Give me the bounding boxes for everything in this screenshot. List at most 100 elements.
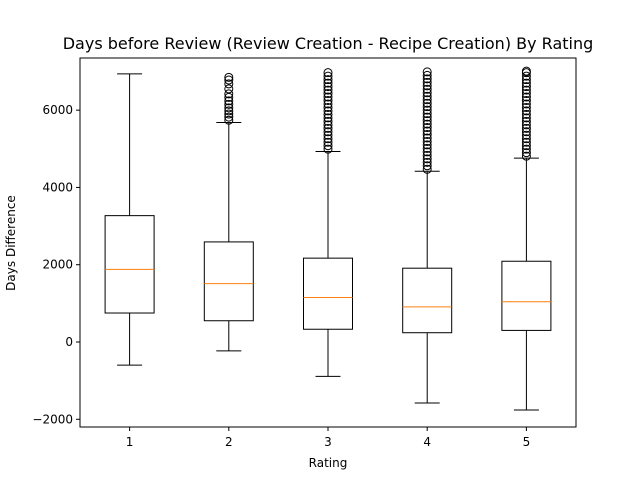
outlier-point [521, 130, 531, 140]
y-tick-label: 6000 [42, 103, 73, 117]
x-tick-label: 2 [225, 435, 233, 449]
outlier-point [323, 141, 333, 151]
outlier-point [224, 109, 234, 119]
outlier-point [422, 109, 432, 119]
outlier-point [422, 157, 432, 167]
outlier-point [224, 96, 234, 106]
outlier-point [422, 74, 432, 84]
x-tick-label: 1 [126, 435, 134, 449]
outlier-point [323, 78, 333, 88]
outlier-point [422, 112, 432, 122]
outlier-point [521, 116, 531, 126]
outlier-point [422, 84, 432, 94]
outlier-point [323, 71, 333, 81]
outlier-point [323, 144, 333, 154]
x-tick-label: 4 [423, 435, 431, 449]
outlier-point [224, 115, 234, 125]
outlier-point [323, 130, 333, 140]
box-iqr [501, 260, 552, 331]
outlier-point [521, 89, 531, 99]
outlier-point [422, 67, 432, 77]
x-tick-label: 3 [324, 435, 332, 449]
outlier-point [422, 91, 432, 101]
outlier-point [323, 92, 333, 102]
outlier-point [323, 116, 333, 126]
outlier-point [422, 150, 432, 160]
outlier-point [323, 123, 333, 133]
y-axis-label: Days Difference [4, 195, 18, 291]
outlier-point [422, 102, 432, 112]
outlier-point [422, 130, 432, 140]
outlier-point [521, 141, 531, 151]
y-tick-label: 4000 [42, 180, 73, 194]
outlier-point [422, 143, 432, 153]
outlier-point [323, 96, 333, 106]
outlier-point [224, 99, 234, 109]
outlier-point [422, 88, 432, 98]
outlier-point [422, 105, 432, 115]
outlier-point [224, 84, 234, 94]
outlier-point [422, 164, 432, 174]
outlier-point [224, 103, 234, 113]
outlier-point [422, 133, 432, 143]
outlier-point [224, 89, 234, 99]
outlier-point [323, 102, 333, 112]
outlier-point [521, 137, 531, 147]
outlier-point [422, 126, 432, 136]
y-tick-label: −2000 [32, 412, 73, 426]
outlier-point [323, 106, 333, 116]
outlier-point [521, 78, 531, 88]
outlier-point [323, 137, 333, 147]
outlier-point [323, 68, 333, 78]
outlier-point [521, 134, 531, 144]
outlier-point [521, 144, 531, 154]
outlier-point [323, 127, 333, 137]
x-axis-label: Rating [309, 456, 348, 470]
x-tick-label: 5 [523, 435, 531, 449]
outlier-point [521, 120, 531, 130]
outlier-point [422, 116, 432, 126]
outlier-point [422, 161, 432, 171]
outlier-point [521, 102, 531, 112]
outlier-point [422, 70, 432, 80]
outlier-point [422, 147, 432, 157]
box-iqr [402, 267, 453, 334]
outlier-point [422, 77, 432, 87]
outlier-point [422, 95, 432, 105]
outlier-point [323, 82, 333, 92]
y-tick-label: 2000 [42, 258, 73, 272]
chart-title: Days before Review (Review Creation - Re… [63, 34, 594, 53]
box-iqr [303, 257, 353, 330]
outlier-point [323, 113, 333, 123]
box-iqr [104, 215, 155, 314]
outlier-point [323, 120, 333, 130]
y-tick-label: 0 [65, 335, 73, 349]
outlier-point [323, 134, 333, 144]
outlier-point [224, 75, 234, 85]
outlier-point [521, 85, 531, 95]
outlier-point [323, 109, 333, 119]
outlier-point [323, 99, 333, 109]
outlier-point [422, 119, 432, 129]
outlier-point [521, 151, 531, 161]
outlier-point [422, 154, 432, 164]
outlier-point [521, 113, 531, 123]
outlier-point [521, 66, 531, 76]
outlier-point [521, 92, 531, 102]
outlier-point [422, 123, 432, 133]
outlier-point [521, 123, 531, 133]
outlier-point [521, 75, 531, 85]
outlier-point [521, 71, 531, 81]
outlier-point [521, 99, 531, 109]
outlier-point [224, 112, 234, 122]
outlier-point [521, 96, 531, 106]
outlier-point [422, 140, 432, 150]
outlier-point [224, 92, 234, 102]
outlier-point [521, 109, 531, 119]
plot-area: −2000 0 2000 4000 6000 1 2 3 4 5 [32, 57, 577, 449]
outlier-point [224, 79, 234, 89]
outlier-point [521, 106, 531, 116]
outlier-point [521, 82, 531, 92]
outlier-point [323, 89, 333, 99]
